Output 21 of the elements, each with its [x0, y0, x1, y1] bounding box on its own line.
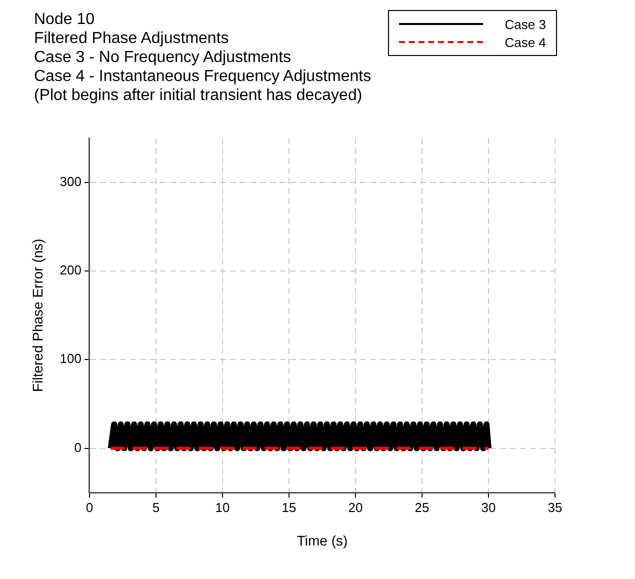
x-tick-label: 5 [152, 500, 160, 515]
x-tick-label: 0 [86, 500, 94, 515]
y-tick-label: 100 [60, 351, 82, 366]
chart-title: Node 10 [34, 10, 96, 29]
y-axis-title: Filtered Phase Error (ns) [29, 238, 46, 392]
y-tick-label: 0 [74, 440, 82, 455]
text: Case 4 [504, 34, 546, 50]
x-tick-label: 30 [481, 500, 496, 515]
chart-subtitle: Filtered Phase Adjustments [34, 29, 230, 48]
x-tick-label: 35 [548, 500, 562, 515]
text: (Plot begins after initial transient has decayed) [34, 86, 364, 105]
text: Case 3 [504, 16, 546, 32]
text: Case 3 - No Frequency Adjustments [34, 48, 292, 67]
y-tick-label: 300 [60, 174, 82, 189]
x-tick-label: 25 [414, 500, 430, 515]
x-axis-title: Time (s) [296, 532, 348, 548]
x-tick-label: 15 [282, 500, 296, 515]
y-tick-label: 200 [60, 262, 82, 278]
x-tick-label: 10 [215, 500, 230, 515]
text: Case 4 - Instantaneous Frequency Adjustments [34, 67, 372, 86]
x-tick-label: 20 [348, 500, 363, 515]
